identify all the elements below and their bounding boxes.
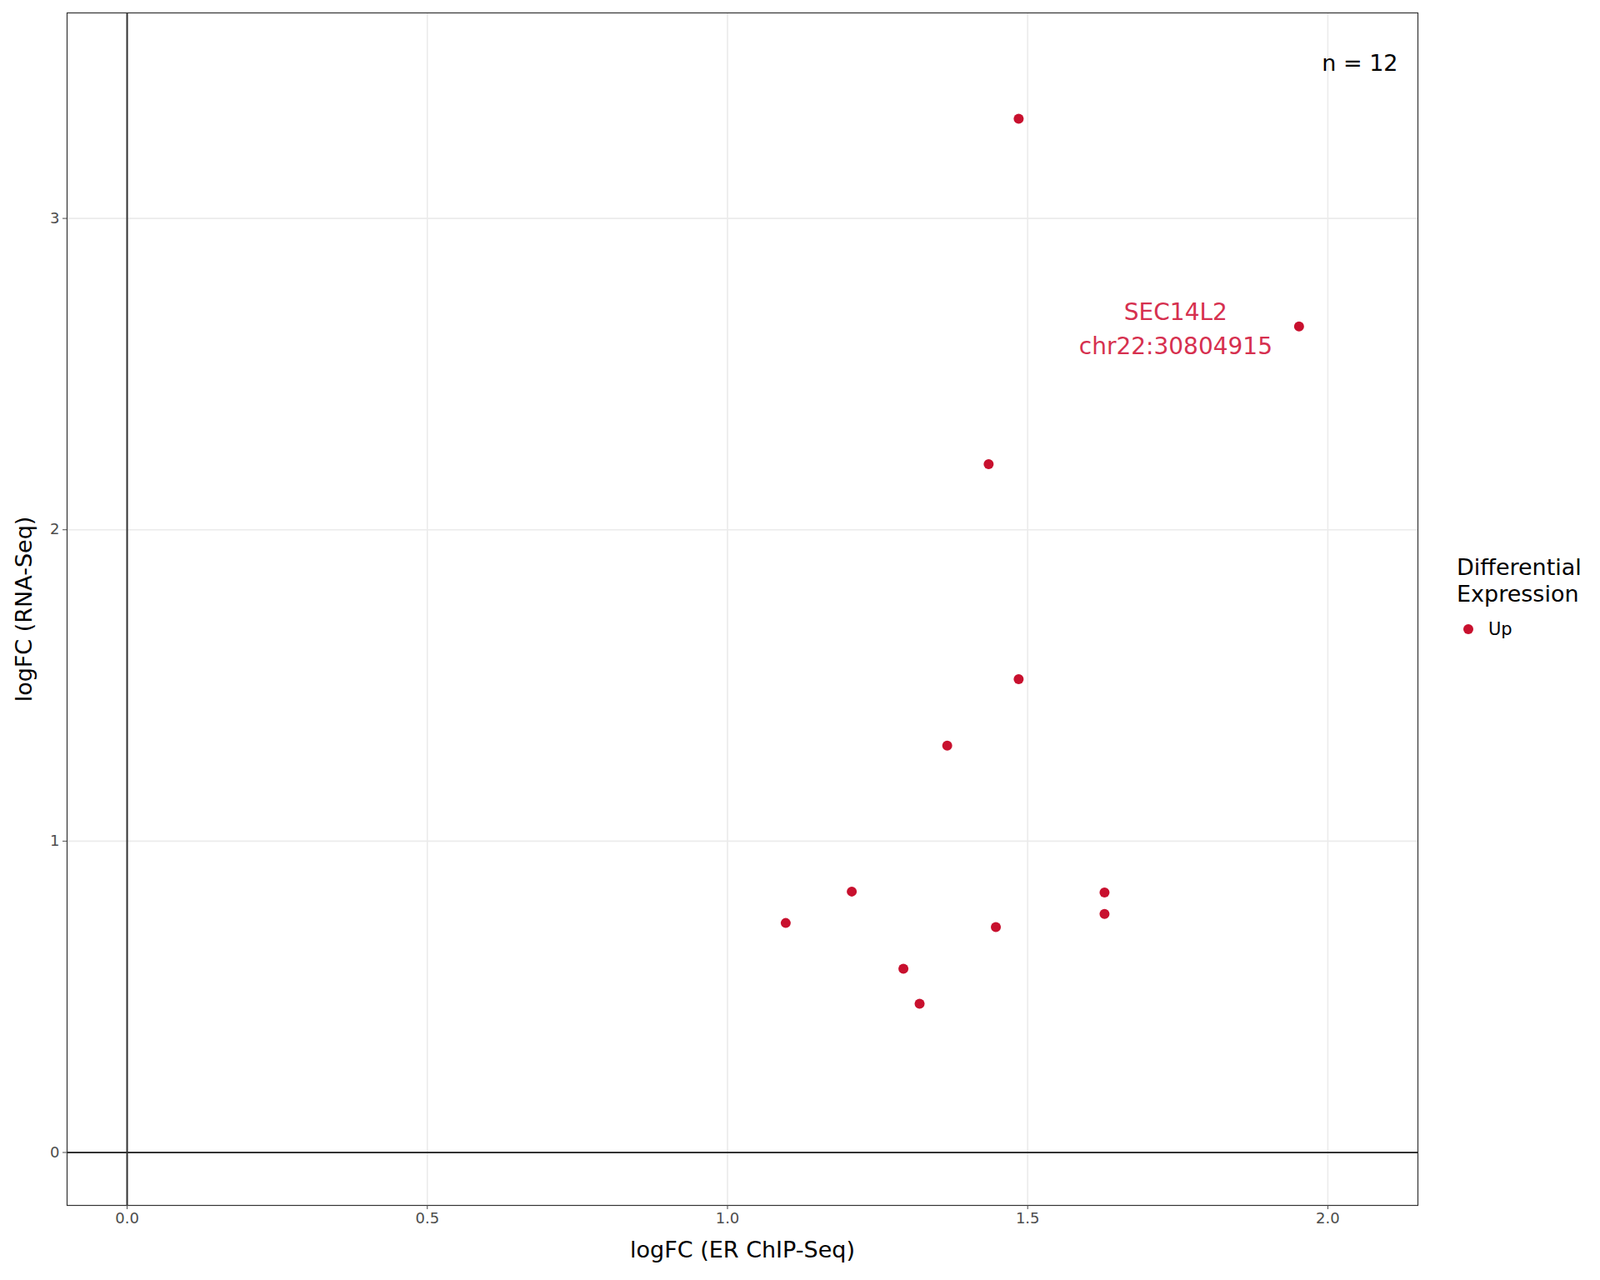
svg-text:2.0: 2.0 — [1315, 1209, 1340, 1227]
svg-text:n = 12: n = 12 — [1321, 50, 1398, 76]
html-text:Up: Up — [1488, 619, 1513, 640]
svg-text:3: 3 — [50, 209, 60, 227]
svg-text:1: 1 — [50, 831, 60, 850]
svg-text:0: 0 — [50, 1143, 60, 1161]
html-text:Differential Expression: Differential Expression — [1456, 554, 1582, 607]
svg-text:SEC14L2chr22:30804915: SEC14L2chr22:30804915 — [1079, 298, 1273, 360]
svg-text:0.0: 0.0 — [115, 1209, 140, 1227]
svg-text:logFC (ER ChIP-Seq): logFC (ER ChIP-Seq) — [630, 1236, 855, 1263]
svg-text:0.5: 0.5 — [415, 1209, 440, 1227]
svg-text:1.5: 1.5 — [1015, 1209, 1040, 1227]
svg-text:2: 2 — [50, 520, 60, 538]
svg-text:1.0: 1.0 — [715, 1209, 740, 1227]
svg-text:logFC (RNA-Seq): logFC (RNA-Seq) — [10, 516, 37, 703]
